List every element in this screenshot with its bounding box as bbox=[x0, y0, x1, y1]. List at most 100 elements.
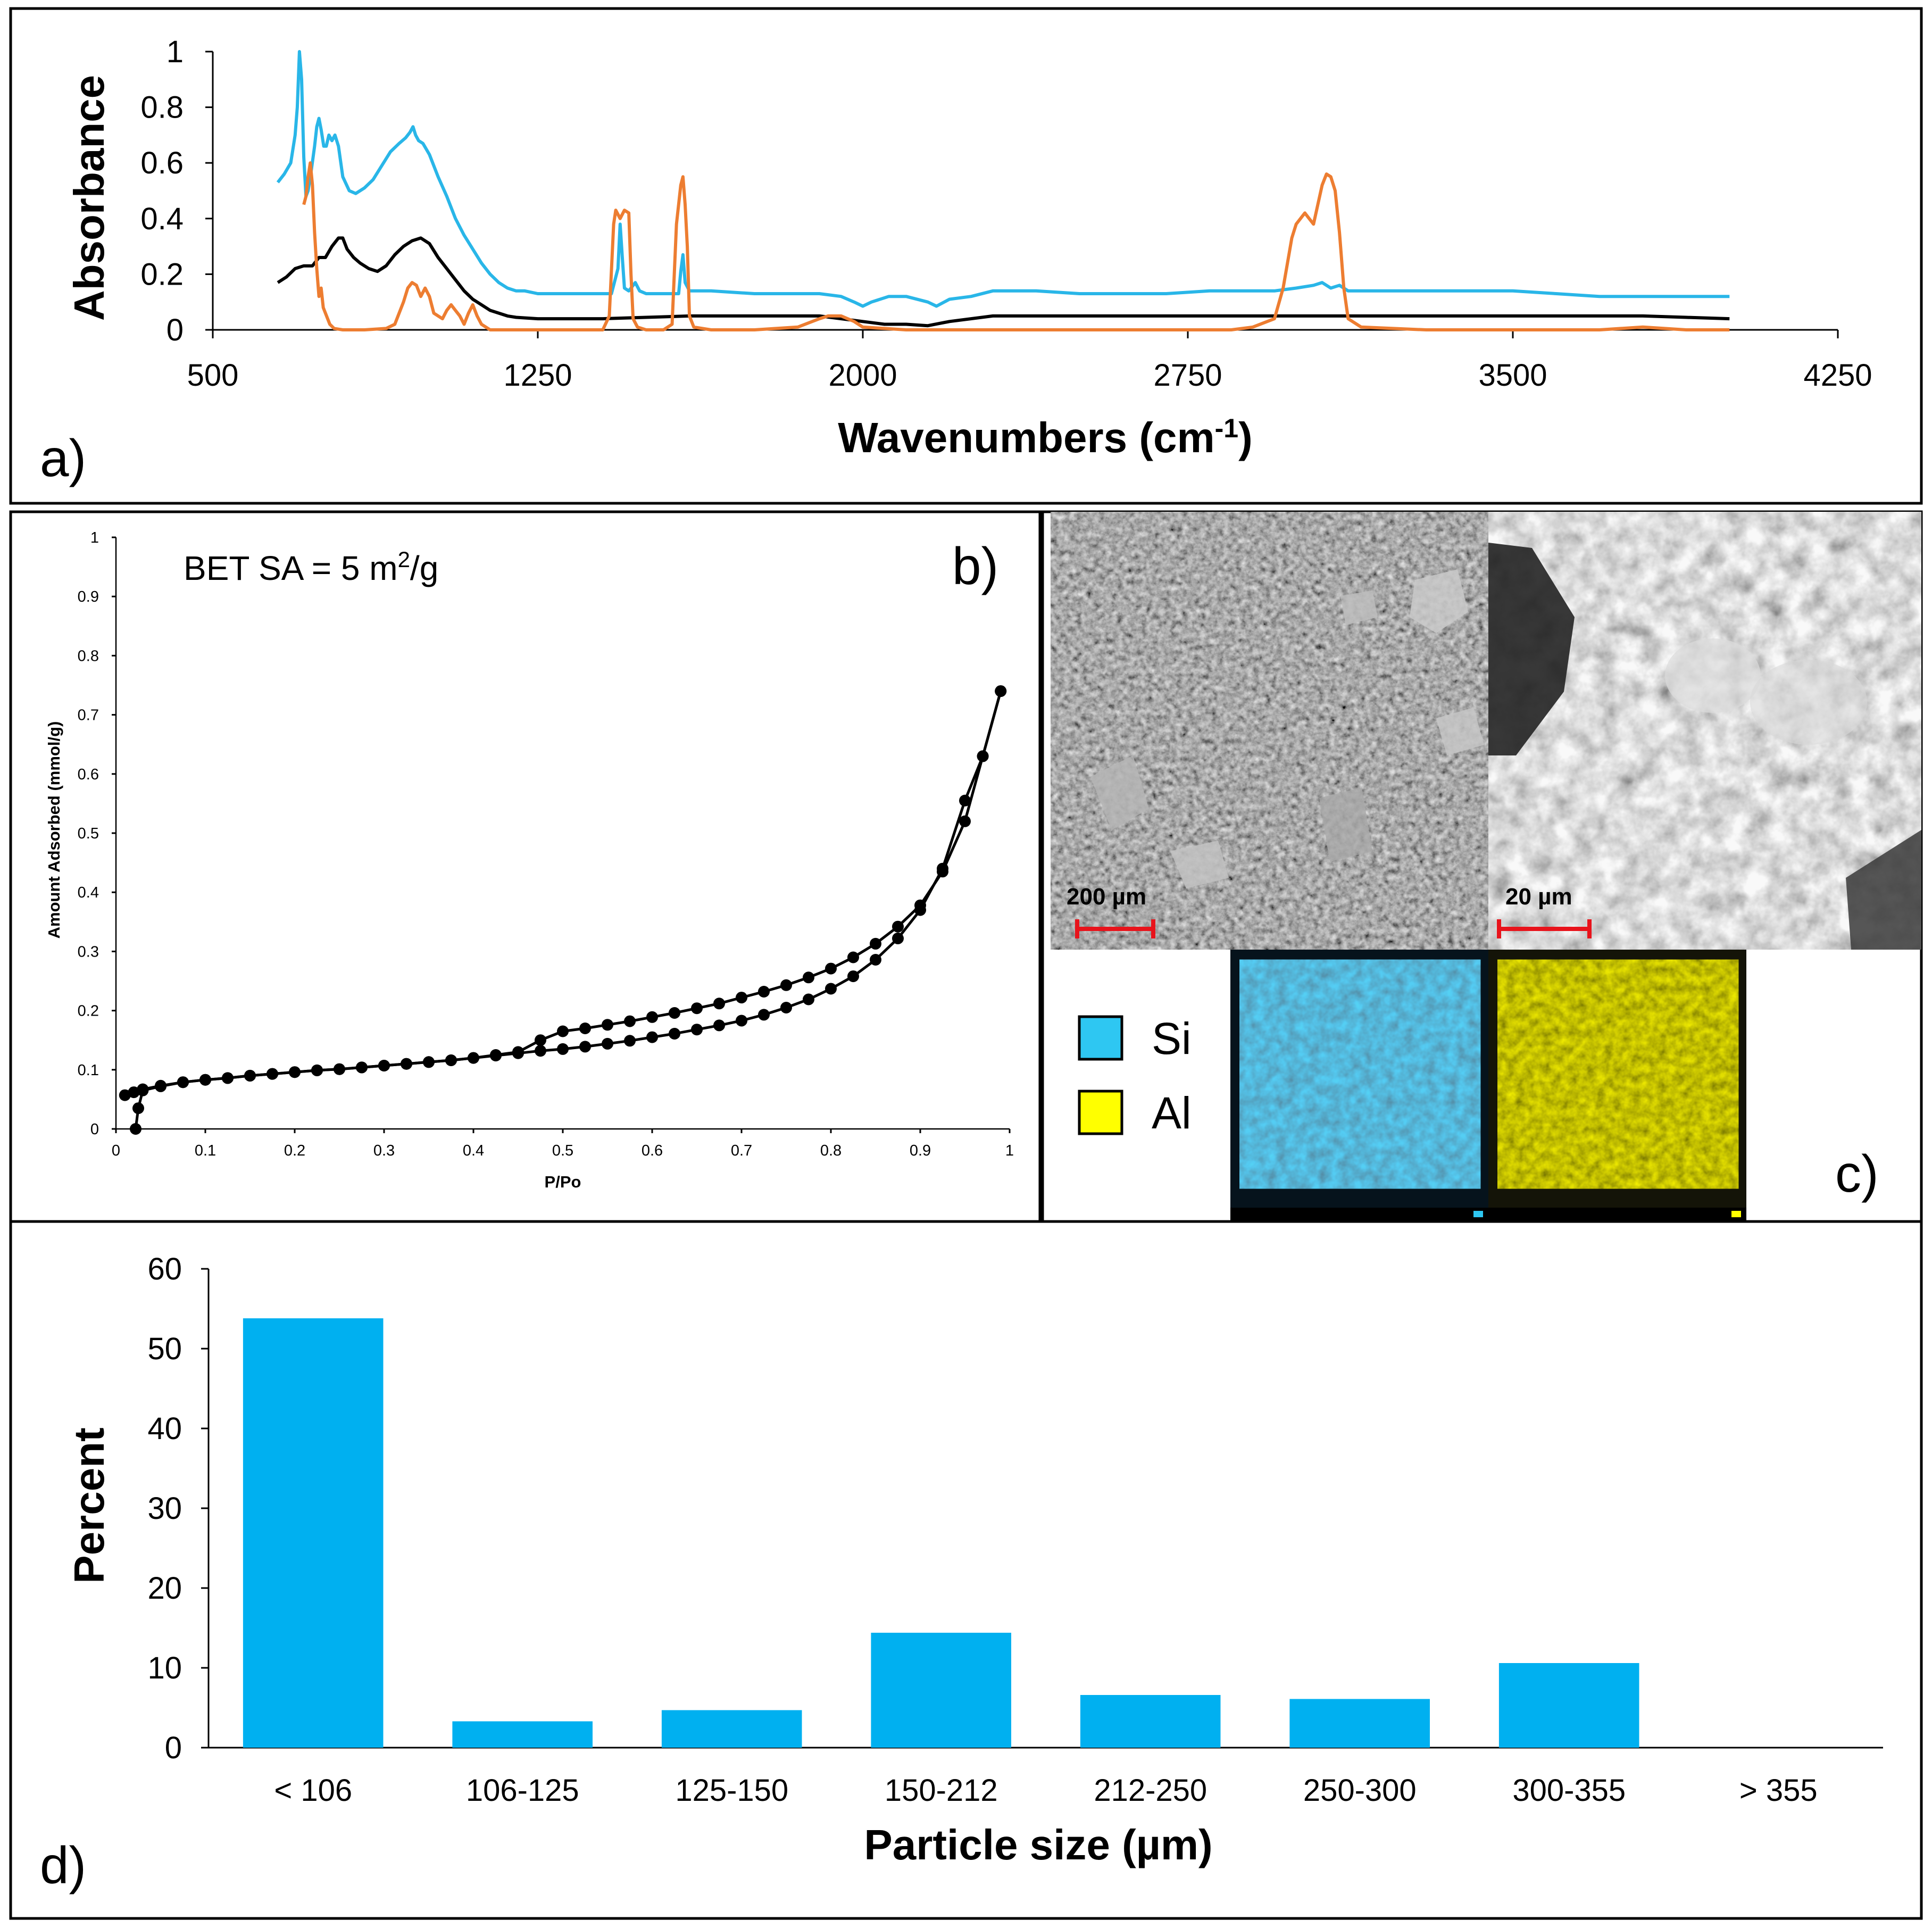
b-desorption-point bbox=[378, 1060, 390, 1071]
b-axes: 0 0.1 0.2 0.3 0.4 0.5 0.6 0.7 0.8 0.9 1 0 0.1 0.2 0.3 0… bbox=[78, 529, 1014, 1159]
a-y-tick-label: 0.6 bbox=[140, 146, 184, 180]
b-desorption-point bbox=[267, 1068, 278, 1080]
b-desorption-curve bbox=[134, 691, 1002, 1129]
b-desorption-point bbox=[155, 1080, 166, 1092]
b-adsorption-point bbox=[535, 1045, 546, 1057]
b-adsorption-point bbox=[691, 1024, 703, 1036]
b-desorption-point bbox=[512, 1046, 524, 1058]
a-series-orange-line bbox=[302, 161, 1730, 331]
d-category-label: 212-250 bbox=[1094, 1773, 1207, 1808]
d-category-label: > 355 bbox=[1739, 1773, 1818, 1808]
b-desorption-point bbox=[423, 1056, 435, 1068]
b-y-tick-label: 1 bbox=[90, 529, 99, 546]
a-x-tick-label: 4250 bbox=[1803, 358, 1872, 393]
d-bar bbox=[243, 1318, 384, 1748]
d-category-label: < 106 bbox=[274, 1773, 352, 1808]
a-y-tick-label: 1 bbox=[166, 35, 184, 69]
b-desorption-point bbox=[177, 1076, 189, 1088]
b-adsorption-point bbox=[713, 1019, 725, 1032]
b-desorption-point bbox=[222, 1072, 234, 1084]
a-x-tick-label: 3500 bbox=[1478, 358, 1547, 393]
eds-map-si bbox=[1230, 950, 1488, 1221]
b-series-group bbox=[119, 685, 1007, 1135]
b-adsorption-point bbox=[825, 983, 837, 995]
b-desorption-point bbox=[334, 1063, 345, 1075]
b-adsorption-point bbox=[669, 1028, 680, 1040]
b-desorption-point bbox=[870, 937, 881, 950]
b-desorption-point bbox=[468, 1052, 479, 1064]
b-desorption-point bbox=[758, 986, 770, 998]
panel-b: Amount Adsorbed (mmol/g) 0 0.1 0.2 0.3 0.4 0.… bbox=[9, 510, 1042, 1223]
panel-b-frame bbox=[9, 510, 1042, 1223]
panel-a: Absorbance 0 0.2 0.4 0.6 0.8 1 500 1250 2000 2750… bbox=[9, 7, 1923, 505]
b-x-tick-label: 0.5 bbox=[552, 1142, 573, 1159]
b-desorption-point bbox=[847, 951, 859, 963]
d-bars-group bbox=[243, 1318, 1639, 1748]
b-y-tick-label: 0.9 bbox=[78, 588, 99, 605]
b-desorption-point bbox=[713, 998, 725, 1010]
panel-c: 200 µm 20 µm bbox=[1041, 510, 1923, 1223]
d-bar bbox=[1080, 1695, 1221, 1748]
a-x-tick-label: 500 bbox=[187, 358, 239, 393]
b-adsorption-point bbox=[736, 1015, 747, 1027]
b-desorption-point bbox=[244, 1069, 256, 1082]
b-x-tick-label: 0.7 bbox=[731, 1142, 752, 1159]
b-x-tick-label: 0.2 bbox=[284, 1142, 305, 1159]
b-desorption-point bbox=[646, 1011, 658, 1023]
b-adsorption-point bbox=[579, 1041, 591, 1053]
eds-map-al bbox=[1488, 950, 1746, 1221]
b-y-tick-label: 0.1 bbox=[78, 1062, 99, 1079]
d-y-axis-title: Percent bbox=[65, 1427, 113, 1583]
b-desorption-point bbox=[959, 815, 971, 827]
d-y-tick-label: 40 bbox=[147, 1411, 182, 1446]
b-desorption-point bbox=[490, 1049, 502, 1061]
scale-bar-20um-label: 20 µm bbox=[1505, 884, 1572, 910]
a-panel-letter: a) bbox=[40, 429, 86, 487]
a-y-axis-title: Absorbance bbox=[65, 75, 113, 321]
b-desorption-point bbox=[289, 1066, 301, 1078]
b-desorption-point bbox=[780, 979, 792, 991]
b-desorption-point bbox=[579, 1023, 591, 1034]
b-desorption-point bbox=[557, 1025, 569, 1037]
b-adsorption-point bbox=[892, 932, 904, 944]
b-x-tick-label: 0 bbox=[112, 1142, 120, 1159]
a-axes: 0 0.2 0.4 0.6 0.8 1 500 1250 2000 2750 3500 4250 bbox=[140, 35, 1872, 393]
b-y-tick-label: 0.3 bbox=[78, 943, 99, 960]
d-y-tick-label: 20 bbox=[147, 1571, 182, 1606]
b-desorption-point bbox=[914, 899, 926, 911]
b-y-tick-label: 0.6 bbox=[78, 766, 99, 783]
b-adsorption-point bbox=[128, 1086, 140, 1099]
d-bar bbox=[1498, 1663, 1639, 1748]
si-legend-swatch bbox=[1078, 1015, 1123, 1061]
b-adsorption-point bbox=[557, 1043, 569, 1055]
d-y-tick-label: 50 bbox=[147, 1332, 182, 1366]
b-desorption-point bbox=[199, 1074, 211, 1086]
b-desorption-point bbox=[356, 1061, 368, 1074]
b-desorption-point bbox=[977, 750, 989, 762]
b-desorption-point bbox=[937, 866, 948, 878]
b-y-tick-label: 0.7 bbox=[78, 707, 99, 724]
b-y-tick-label: 0.2 bbox=[78, 1003, 99, 1020]
b-y-tick-label: 0.5 bbox=[78, 825, 99, 842]
panel-d: Percent 0 10 20 30 40 50 60 < 106 106-125 125-150… bbox=[9, 1220, 1923, 1920]
b-desorption-point bbox=[624, 1015, 636, 1027]
b-x-axis-title: P/Po bbox=[545, 1173, 581, 1191]
a-y-tick-label: 0.8 bbox=[140, 90, 184, 125]
b-desorption-point bbox=[130, 1123, 141, 1135]
b-adsorption-point bbox=[624, 1035, 636, 1047]
d-y-tick-label: 10 bbox=[147, 1651, 182, 1685]
b-panel-letter: b) bbox=[952, 537, 998, 595]
b-y-tick-label: 0 bbox=[90, 1121, 99, 1138]
d-category-label: 250-300 bbox=[1303, 1773, 1417, 1808]
bet-surface-area-annotation: BET SA = 5 m2/g bbox=[184, 547, 438, 587]
b-desorption-point bbox=[445, 1054, 457, 1066]
a-series-group bbox=[276, 50, 1730, 331]
b-adsorption-point bbox=[646, 1031, 658, 1043]
a-x-tick-label: 1250 bbox=[503, 358, 572, 393]
d-bar bbox=[871, 1633, 1011, 1748]
panel-d-frame bbox=[9, 1220, 1923, 1920]
a-x-axis-title: Wavenumbers (cm-1) bbox=[838, 413, 1252, 461]
sem-image-low-mag: 200 µm bbox=[1051, 512, 1488, 950]
a-series-cyan-line bbox=[276, 50, 1730, 308]
